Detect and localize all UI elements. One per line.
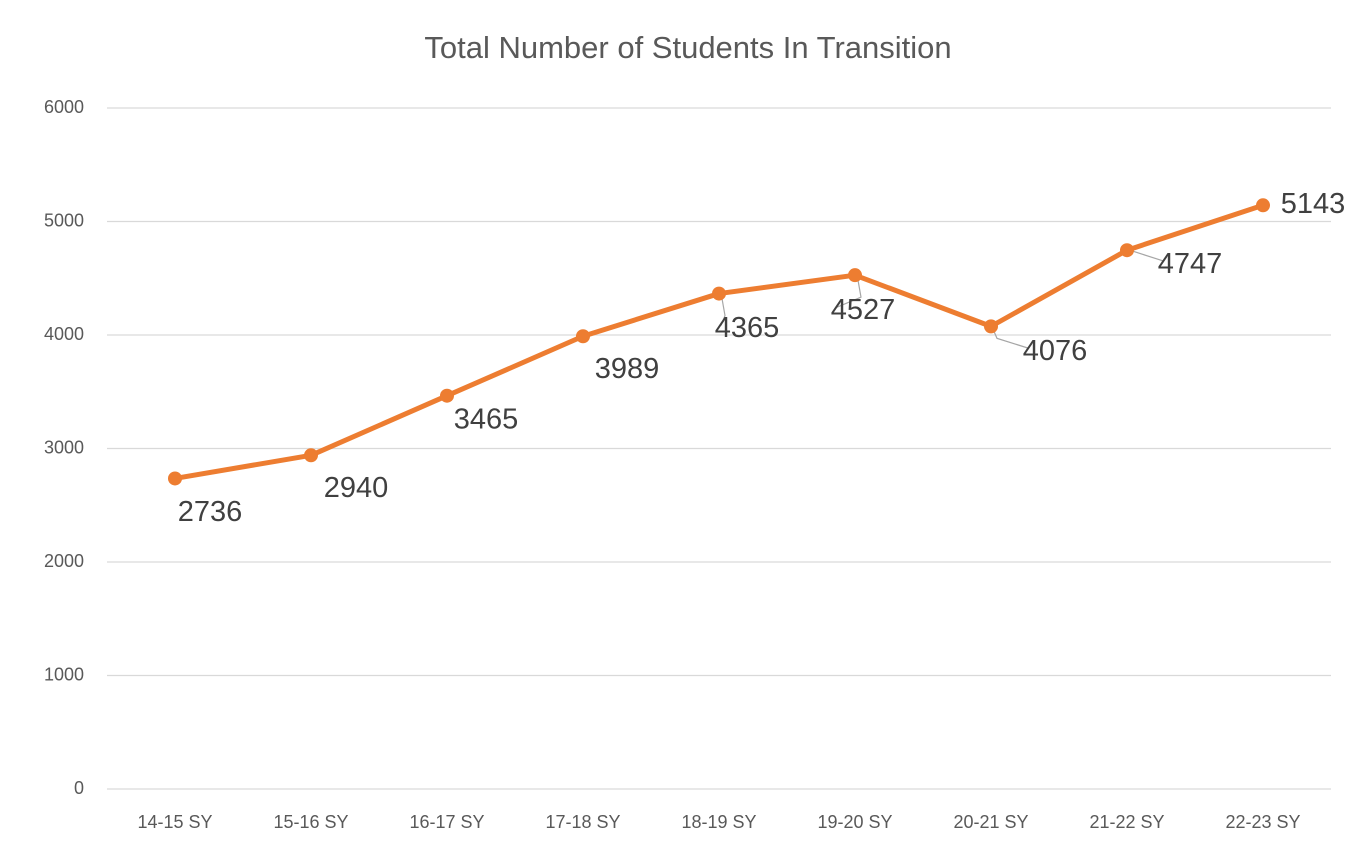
x-tick-label: 21-22 SY <box>1089 812 1164 832</box>
data-label: 2940 <box>324 472 389 504</box>
x-tick-label: 17-18 SY <box>545 812 620 832</box>
marker <box>576 329 590 344</box>
y-tick-label: 0 <box>74 778 84 798</box>
x-tick-label: 15-16 SY <box>273 812 348 832</box>
marker <box>440 388 454 403</box>
marker <box>304 448 318 463</box>
x-tick-label: 16-17 SY <box>409 812 484 832</box>
x-tick-label: 22-23 SY <box>1225 812 1300 832</box>
data-label: 2736 <box>178 496 243 528</box>
data-label: 3465 <box>454 403 519 435</box>
data-label: 4365 <box>715 312 780 344</box>
data-label: 5143 <box>1281 188 1346 220</box>
leader-line <box>993 331 1030 349</box>
marker <box>1120 243 1134 258</box>
x-tick-label: 19-20 SY <box>817 812 892 832</box>
y-tick-label: 1000 <box>44 664 84 684</box>
y-tick-label: 2000 <box>44 551 84 571</box>
x-tick-label: 14-15 SY <box>137 812 212 832</box>
marker <box>1256 198 1270 213</box>
x-tick-label: 18-19 SY <box>681 812 756 832</box>
leader-line <box>836 280 862 308</box>
chart-title: Total Number of Students In Transition <box>424 30 951 65</box>
data-label: 3989 <box>595 353 660 385</box>
x-tick-label: 20-21 SY <box>953 812 1028 832</box>
y-tick-label: 4000 <box>44 324 84 344</box>
y-tick-label: 5000 <box>44 210 84 230</box>
leader-line <box>720 298 726 326</box>
marker <box>168 471 182 486</box>
data-label: 4527 <box>831 294 896 326</box>
marker <box>984 319 998 334</box>
y-tick-label: 3000 <box>44 437 84 457</box>
marker <box>712 286 726 301</box>
y-tick-label: 6000 <box>44 97 84 117</box>
data-label: 4747 <box>1158 248 1223 280</box>
marker <box>848 268 862 283</box>
data-label: 4076 <box>1023 335 1088 367</box>
